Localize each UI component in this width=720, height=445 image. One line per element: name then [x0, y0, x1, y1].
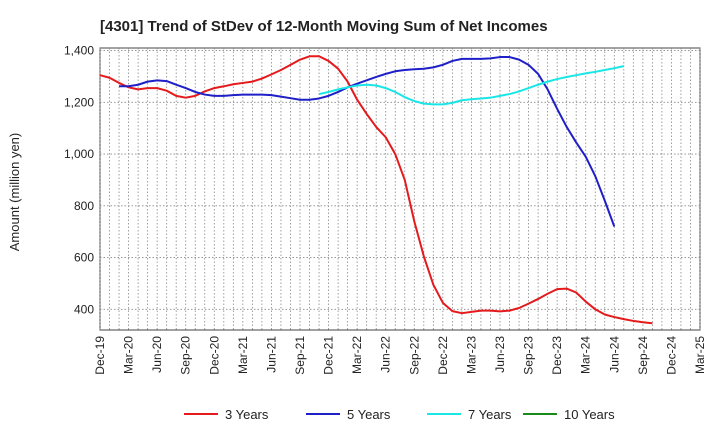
x-tick-label: Sep-22 — [407, 336, 421, 375]
series-line-3-years — [99, 55, 653, 325]
x-tick-label: Mar-25 — [693, 336, 707, 374]
x-tick-label: Dec-24 — [664, 336, 678, 375]
x-tick-label: Sep-24 — [636, 336, 650, 375]
chart-title: [4301] Trend of StDev of 12-Month Moving… — [100, 18, 548, 35]
y-axis-ticks: 400 600 800 1,000 1,200 1,400 — [64, 44, 94, 317]
x-tick-label: Dec-23 — [550, 336, 564, 375]
legend: 3 Years 5 Years 7 Years 10 Years — [184, 407, 615, 422]
series-line-5-years — [119, 56, 616, 227]
y-tick-label: 1,400 — [64, 44, 94, 58]
y-tick-label: 400 — [74, 302, 94, 316]
x-tick-label: Sep-21 — [293, 336, 307, 375]
legend-label: 7 Years — [468, 407, 512, 422]
x-tick-label: Mar-24 — [579, 336, 593, 374]
y-axis-title: Amount (million yen) — [7, 133, 22, 252]
x-tick-label: Jun-22 — [379, 336, 393, 373]
legend-label: 3 Years — [225, 407, 269, 422]
x-tick-label: Dec-20 — [207, 336, 221, 375]
x-tick-label: Dec-19 — [93, 336, 107, 375]
x-tick-label: Jun-21 — [264, 336, 278, 373]
series-lines — [99, 55, 653, 325]
y-tick-label: 1,000 — [64, 147, 94, 161]
x-axis-ticks: Dec-19 Mar-20 Jun-20 Sep-20 Dec-20 Mar-21 Jun-… — [93, 336, 707, 375]
x-tick-label: Jun-20 — [150, 336, 164, 373]
x-tick-label: Mar-23 — [464, 336, 478, 374]
legend-label: 10 Years — [564, 407, 615, 422]
x-tick-label: Dec-22 — [436, 336, 450, 375]
y-tick-label: 800 — [74, 199, 94, 213]
x-tick-label: Sep-23 — [522, 336, 536, 375]
x-tick-label: Jun-24 — [607, 336, 621, 373]
series-line-7-years — [318, 65, 625, 106]
x-tick-label: Dec-21 — [322, 336, 336, 375]
y-tick-label: 1,200 — [64, 95, 94, 109]
x-tick-label: Jun-23 — [493, 336, 507, 373]
x-tick-label: Mar-22 — [350, 336, 364, 374]
x-tick-label: Sep-20 — [179, 336, 193, 375]
legend-label: 5 Years — [347, 407, 391, 422]
y-tick-label: 600 — [74, 251, 94, 265]
x-tick-label: Mar-21 — [236, 336, 250, 374]
x-tick-label: Mar-20 — [122, 336, 136, 374]
